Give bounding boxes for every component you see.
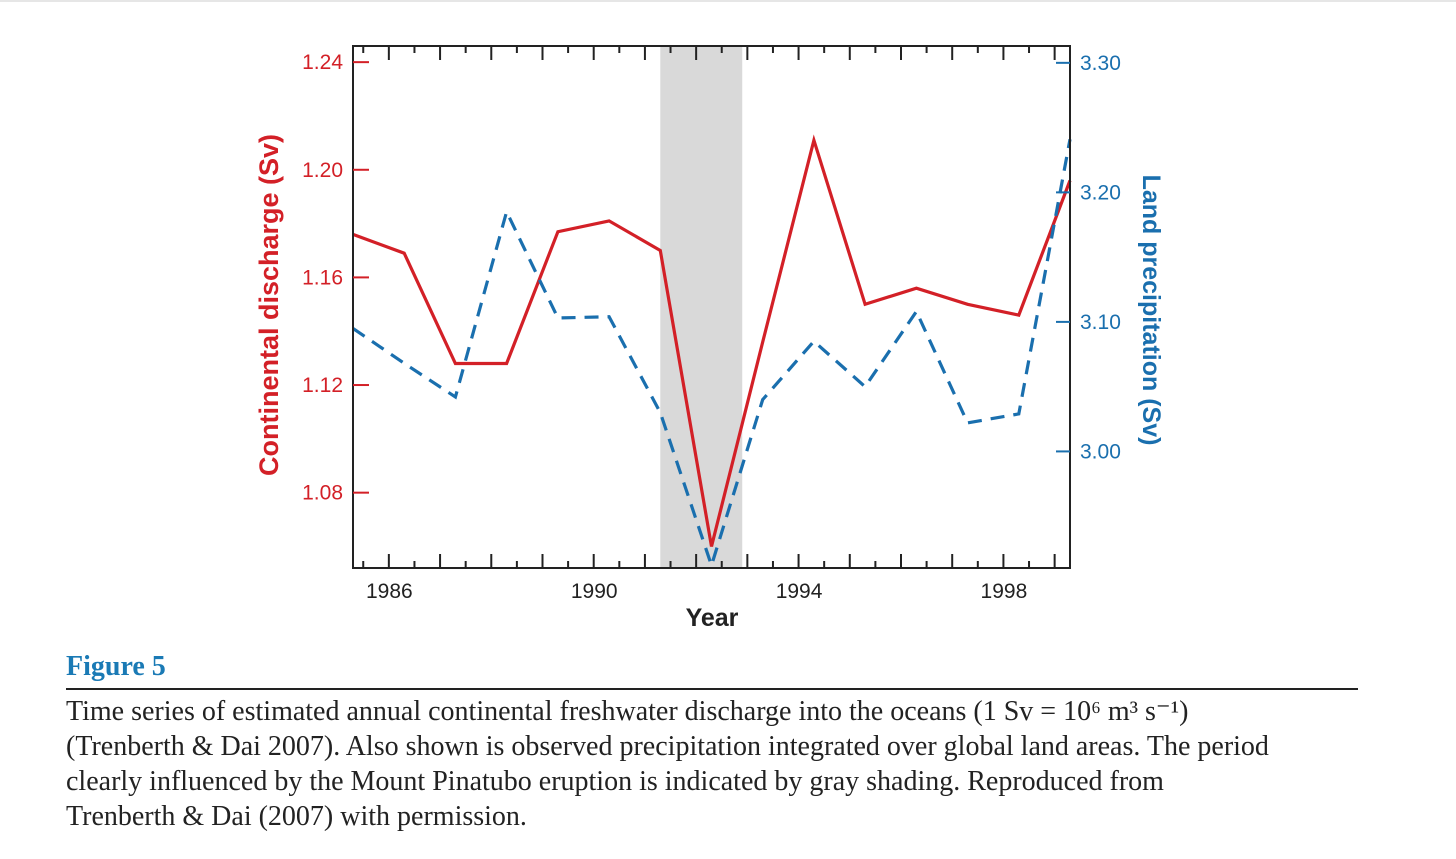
- y-left-tick-label: 1.08: [302, 482, 343, 505]
- caption-rule: [66, 688, 1358, 690]
- x-tick-label: 1990: [571, 580, 618, 603]
- figure-label: Figure 5: [66, 651, 166, 682]
- y-left-tick-label: 1.20: [302, 159, 343, 182]
- series-line-discharge: [352, 134, 1072, 547]
- y-left-tick-label: 1.12: [302, 374, 343, 397]
- chart: 1986 1990 1994 1998 1.24 1.20 1.16 1.12 1.08 3.…: [254, 45, 1165, 632]
- y-right-tick-label: 3.00: [1080, 440, 1121, 463]
- figure-caption: Figure 5 Time series of estimated annual…: [66, 648, 1358, 834]
- x-tick-label: 1986: [366, 580, 413, 603]
- y-right-tick-label: 3.30: [1080, 52, 1121, 75]
- y-right-tick-label: 3.20: [1080, 181, 1121, 204]
- y-right-tick-label: 3.10: [1080, 311, 1121, 334]
- y-axis-title-right: Land precipitation (Sv): [1137, 175, 1165, 446]
- y-left-tick-label: 1.16: [302, 266, 343, 289]
- x-tick-label: 1994: [776, 580, 823, 603]
- y-left-tick-label: 1.24: [302, 51, 343, 74]
- x-tick-label: 1998: [981, 580, 1028, 603]
- x-axis-title: Year: [686, 604, 739, 632]
- caption-text: Time series of estimated annual continen…: [66, 696, 1269, 832]
- plot-frame: [352, 45, 1071, 569]
- series-line-precipitation: [352, 139, 1072, 571]
- y-axis-title-left: Continental discharge (Sv): [254, 134, 284, 476]
- top-border: [0, 0, 1456, 2]
